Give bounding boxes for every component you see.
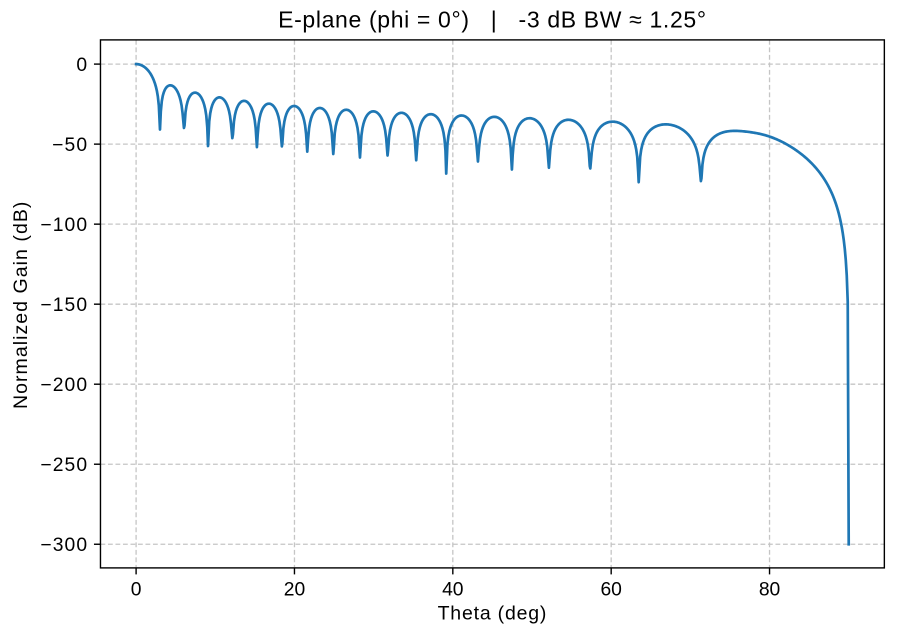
svg-text:80: 80	[759, 579, 780, 600]
svg-text:20: 20	[284, 579, 305, 600]
svg-text:60: 60	[600, 579, 621, 600]
svg-text:−50: −50	[52, 135, 88, 156]
svg-text:Normalized Gain (dB): Normalized Gain (dB)	[10, 201, 32, 409]
svg-text:−250: −250	[40, 455, 88, 476]
svg-text:40: 40	[442, 579, 463, 600]
svg-text:0: 0	[131, 579, 142, 600]
svg-text:−200: −200	[40, 375, 88, 396]
svg-text:−300: −300	[40, 535, 88, 556]
svg-text:−150: −150	[40, 295, 88, 316]
svg-text:Theta (deg): Theta (deg)	[438, 603, 548, 625]
svg-text:−100: −100	[40, 215, 88, 236]
svg-text:0: 0	[76, 55, 88, 76]
svg-text:E-plane (phi = 0°) | -3 dB: E-plane (phi = 0°) | -3 dB BW ≈ 1.25°	[278, 7, 707, 33]
